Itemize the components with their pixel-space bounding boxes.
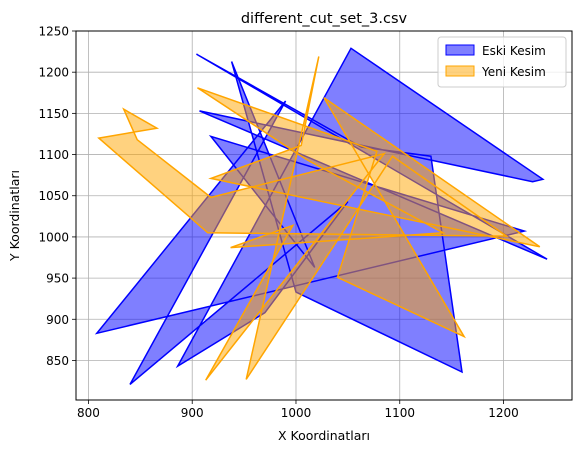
y-tick-label: 850 xyxy=(46,354,69,368)
x-axis-label: X Koordinatları xyxy=(278,428,370,443)
legend-swatch xyxy=(445,44,475,56)
y-axis-label: Y Koordinatları xyxy=(7,170,22,262)
x-tick-label: 1100 xyxy=(384,406,415,420)
x-tick-label: 1000 xyxy=(281,406,312,420)
axis-ticks: 800 900 1000 1100 1200 850 900 950 1000 1050 1100 1… xyxy=(38,25,518,421)
series-area xyxy=(98,56,540,381)
legend-label: Eski Kesim xyxy=(482,44,546,58)
y-tick-label: 1250 xyxy=(38,25,69,39)
legend-label: Yeni Kesim xyxy=(481,65,546,79)
y-tick-label: 1150 xyxy=(38,107,69,121)
legend: Eski Kesim Yeni Kesim xyxy=(437,36,567,88)
plot-frame xyxy=(75,30,573,401)
legend-swatch xyxy=(445,65,475,77)
series-outline xyxy=(97,56,541,381)
y-tick-label: 1050 xyxy=(38,189,69,203)
series-group xyxy=(97,56,541,381)
y-tick-label: 1200 xyxy=(38,66,69,80)
y-tick-label: 900 xyxy=(46,313,69,327)
x-tick-label: 1200 xyxy=(488,406,519,420)
x-tick-label: 800 xyxy=(77,406,100,420)
chart-title: different_cut_set_3.csv xyxy=(241,11,408,27)
y-tick-label: 1100 xyxy=(38,148,69,162)
x-tick-label: 900 xyxy=(181,406,204,420)
y-tick-label: 950 xyxy=(46,272,69,286)
plot-series xyxy=(94,47,548,385)
series-outline xyxy=(94,47,548,385)
y-tick-label: 1000 xyxy=(38,230,69,244)
